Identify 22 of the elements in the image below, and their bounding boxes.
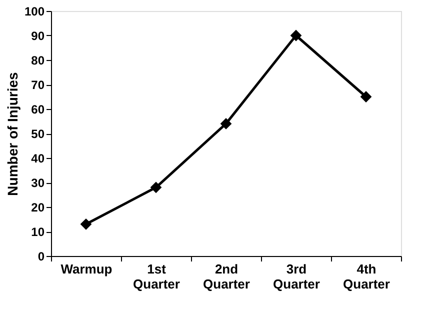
point: [290, 30, 302, 42]
y-tick-label: 80: [31, 54, 45, 68]
point: [150, 182, 162, 194]
x-tick-label: 3rd Quarter: [273, 262, 320, 292]
y-tick-label: 40: [31, 152, 45, 166]
y-tick-label: 30: [31, 176, 45, 190]
point: [80, 218, 92, 230]
x-tick-label: 2nd Quarter: [203, 262, 250, 292]
x-tick-label: Warmup: [60, 262, 112, 276]
y-tick-label: 70: [31, 78, 45, 92]
y-tick-label: 10: [31, 225, 45, 239]
y-tick-label: 50: [31, 127, 45, 141]
y-tick-label: 60: [31, 102, 45, 116]
y-tick-label: 20: [31, 200, 45, 214]
x-tick-label: 1st Quarter: [133, 262, 180, 292]
y-tick-label: 100: [24, 4, 45, 18]
y-tick-label: 0: [38, 250, 45, 264]
x-tick-label: 4th Quarter: [343, 262, 390, 292]
y-axis-title: Number of Injuries: [4, 72, 20, 196]
y-tick-label: 90: [31, 29, 45, 43]
point: [360, 91, 372, 102]
point: [220, 118, 232, 130]
